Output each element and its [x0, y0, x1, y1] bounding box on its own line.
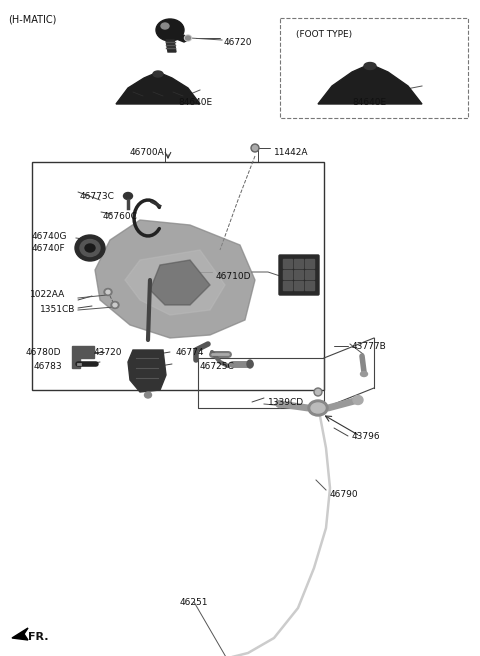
Bar — [280, 18, 468, 118]
Polygon shape — [95, 220, 255, 338]
Text: 46790: 46790 — [330, 490, 359, 499]
Text: 46740G: 46740G — [32, 232, 68, 241]
Text: 1351CB: 1351CB — [40, 305, 75, 314]
Bar — [294, 259, 303, 268]
Text: 84640E: 84640E — [352, 98, 386, 107]
Polygon shape — [174, 32, 188, 42]
Bar — [283, 259, 292, 268]
FancyBboxPatch shape — [279, 255, 319, 295]
Text: 43796: 43796 — [352, 432, 381, 441]
Ellipse shape — [315, 390, 321, 394]
Ellipse shape — [123, 192, 132, 199]
Ellipse shape — [104, 289, 112, 295]
Ellipse shape — [311, 403, 325, 413]
Polygon shape — [125, 250, 225, 315]
Ellipse shape — [144, 392, 152, 398]
Text: 46700A: 46700A — [130, 148, 165, 157]
Bar — [305, 259, 314, 268]
Text: 46251: 46251 — [180, 598, 208, 607]
Polygon shape — [72, 346, 94, 368]
Polygon shape — [150, 260, 210, 305]
Text: 11442A: 11442A — [274, 148, 309, 157]
Text: (H-MATIC): (H-MATIC) — [8, 15, 56, 25]
Ellipse shape — [75, 235, 105, 261]
Ellipse shape — [153, 71, 163, 77]
Text: 46773C: 46773C — [80, 192, 115, 201]
Bar — [283, 281, 292, 290]
Ellipse shape — [314, 388, 322, 396]
Text: 46740F: 46740F — [32, 244, 66, 253]
Polygon shape — [128, 350, 166, 392]
Text: 46780D: 46780D — [26, 348, 61, 357]
Text: FR.: FR. — [28, 632, 48, 642]
Ellipse shape — [247, 360, 253, 368]
Polygon shape — [166, 40, 176, 52]
Text: 84640E: 84640E — [178, 98, 212, 107]
Polygon shape — [12, 628, 28, 640]
Ellipse shape — [185, 36, 191, 40]
Text: (FOOT TYPE): (FOOT TYPE) — [296, 30, 352, 39]
Ellipse shape — [353, 396, 363, 405]
Text: 46783: 46783 — [34, 362, 62, 371]
Bar — [294, 281, 303, 290]
Text: 46774: 46774 — [176, 348, 204, 357]
Polygon shape — [318, 64, 422, 104]
Text: 46720: 46720 — [224, 38, 252, 47]
Ellipse shape — [80, 239, 100, 256]
Bar — [283, 270, 292, 279]
Ellipse shape — [161, 23, 169, 29]
Ellipse shape — [184, 35, 192, 41]
Ellipse shape — [106, 290, 110, 294]
Ellipse shape — [156, 19, 184, 41]
Ellipse shape — [308, 400, 328, 416]
Bar — [305, 281, 314, 290]
Ellipse shape — [251, 144, 259, 152]
Text: 1339CD: 1339CD — [268, 398, 304, 407]
Bar — [32, 162, 324, 390]
Text: 1022AA: 1022AA — [30, 290, 65, 299]
Text: 46710D: 46710D — [216, 272, 252, 281]
Text: 43777B: 43777B — [352, 342, 387, 351]
Ellipse shape — [252, 146, 257, 150]
Text: 46760C: 46760C — [103, 212, 138, 221]
Ellipse shape — [111, 302, 119, 308]
Text: 46725C: 46725C — [200, 362, 235, 371]
Ellipse shape — [113, 303, 117, 307]
Ellipse shape — [364, 62, 376, 70]
Ellipse shape — [85, 244, 95, 252]
Ellipse shape — [276, 401, 284, 407]
Bar — [305, 270, 314, 279]
Text: 43720: 43720 — [94, 348, 122, 357]
Polygon shape — [116, 72, 200, 104]
Ellipse shape — [360, 371, 368, 377]
Bar — [294, 270, 303, 279]
